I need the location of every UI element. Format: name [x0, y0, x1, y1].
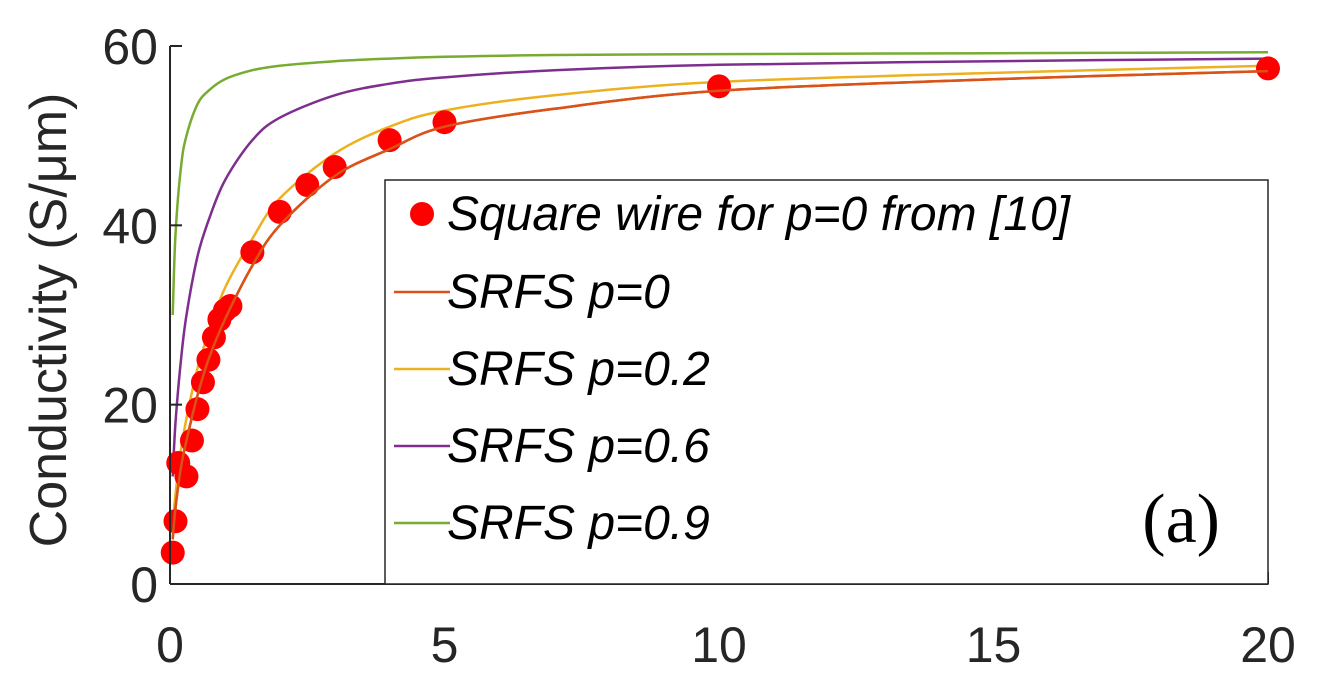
y-axis-label: Conductivity (S/μm) [20, 93, 78, 548]
x-tick-label: 0 [156, 617, 184, 673]
x-tick-label: 10 [691, 617, 747, 673]
panel-label: (a) [1142, 481, 1220, 558]
x-tick-label: 15 [966, 617, 1022, 673]
data-point [240, 240, 265, 265]
data-point [1256, 56, 1280, 81]
data-point [185, 397, 210, 422]
y-tick-label: 60 [102, 19, 158, 75]
plot-markers [160, 56, 1280, 565]
series-line-srfs-p-0-6 [171, 57, 1269, 477]
legend-label: SRFS p=0 [447, 266, 670, 319]
data-point [295, 172, 320, 197]
legend-box [384, 179, 1269, 585]
data-point [160, 540, 185, 565]
y-tick-label: 0 [130, 557, 158, 613]
x-tick-label: 5 [431, 617, 459, 673]
legend-marker [410, 202, 434, 226]
series-line-srfs-p-0-9 [171, 51, 1269, 316]
x-tick-label: 20 [1240, 617, 1296, 673]
legend-label: Square wire for p=0 from [10] [447, 188, 1072, 241]
ticks: 0 5 10 15 20 0 20 40 60 [102, 19, 1295, 673]
legend-label: SRFS p=0.9 [447, 497, 710, 550]
y-tick-label: 20 [102, 378, 158, 434]
data-point [267, 199, 292, 224]
y-tick-label: 40 [102, 198, 158, 254]
legend-label: SRFS p=0.2 [447, 343, 710, 396]
legend: Square wire for p=0 from [10] SRFS p=0 SRF… [384, 179, 1269, 585]
data-point [432, 110, 457, 135]
legend-label: SRFS p=0.6 [447, 420, 710, 473]
data-point [190, 370, 215, 395]
series-line-srfs-p-0-overlay [171, 69, 1269, 540]
data-point [707, 74, 731, 99]
